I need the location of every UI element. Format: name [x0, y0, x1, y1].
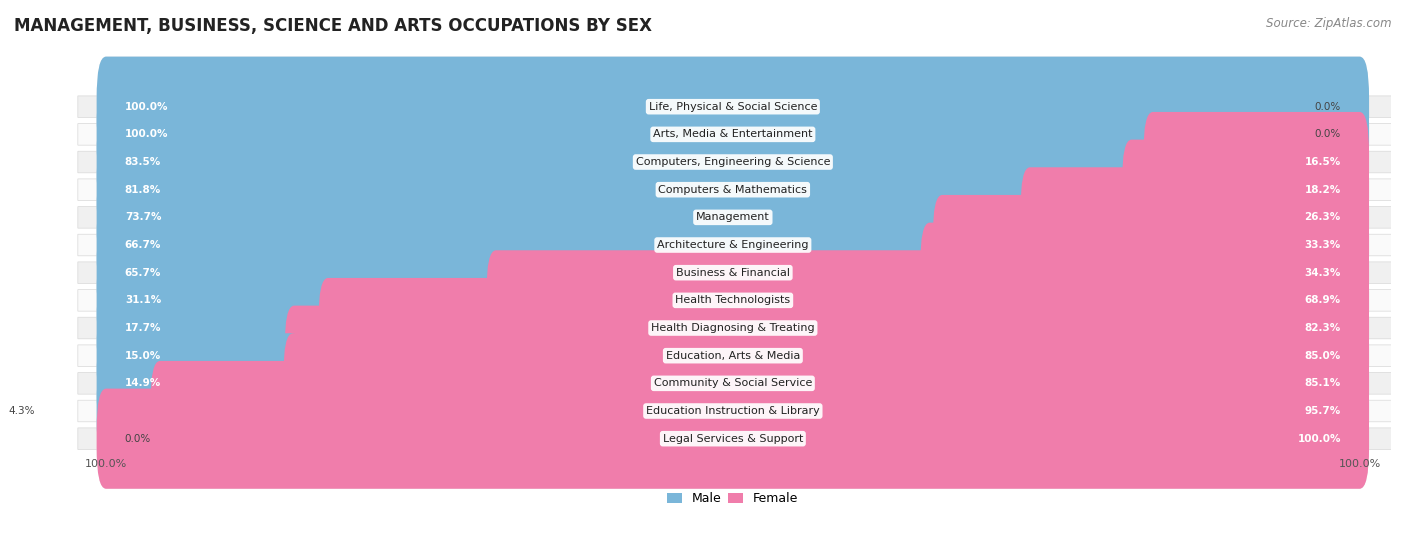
- FancyBboxPatch shape: [284, 333, 1369, 433]
- FancyBboxPatch shape: [97, 140, 1140, 240]
- Text: 26.3%: 26.3%: [1305, 212, 1341, 222]
- Text: 65.7%: 65.7%: [125, 268, 162, 278]
- FancyBboxPatch shape: [1021, 167, 1369, 267]
- FancyBboxPatch shape: [1122, 140, 1369, 240]
- Text: Health Technologists: Health Technologists: [675, 295, 790, 305]
- Text: Arts, Media & Entertainment: Arts, Media & Entertainment: [654, 129, 813, 139]
- FancyBboxPatch shape: [77, 290, 1406, 311]
- FancyBboxPatch shape: [97, 278, 337, 378]
- FancyBboxPatch shape: [97, 278, 1369, 378]
- FancyBboxPatch shape: [97, 250, 1369, 350]
- Text: Computers & Mathematics: Computers & Mathematics: [658, 184, 807, 195]
- Text: Community & Social Service: Community & Social Service: [654, 378, 813, 389]
- Text: 100.0%: 100.0%: [125, 129, 169, 139]
- Text: 18.2%: 18.2%: [1305, 184, 1341, 195]
- FancyBboxPatch shape: [97, 306, 304, 406]
- FancyBboxPatch shape: [150, 361, 1369, 461]
- Text: MANAGEMENT, BUSINESS, SCIENCE AND ARTS OCCUPATIONS BY SEX: MANAGEMENT, BUSINESS, SCIENCE AND ARTS O…: [14, 17, 652, 35]
- FancyBboxPatch shape: [77, 262, 1406, 283]
- FancyBboxPatch shape: [97, 56, 1369, 157]
- FancyBboxPatch shape: [77, 345, 1406, 367]
- FancyBboxPatch shape: [77, 151, 1406, 173]
- Text: 85.0%: 85.0%: [1305, 350, 1341, 361]
- Text: 73.7%: 73.7%: [125, 212, 162, 222]
- Text: 0.0%: 0.0%: [1315, 129, 1341, 139]
- FancyBboxPatch shape: [97, 195, 1369, 295]
- FancyBboxPatch shape: [921, 222, 1369, 323]
- FancyBboxPatch shape: [284, 306, 1369, 406]
- FancyBboxPatch shape: [97, 195, 952, 295]
- FancyBboxPatch shape: [97, 389, 1369, 489]
- Text: Health Diagnosing & Treating: Health Diagnosing & Treating: [651, 323, 814, 333]
- Text: Life, Physical & Social Science: Life, Physical & Social Science: [648, 102, 817, 112]
- FancyBboxPatch shape: [77, 234, 1406, 256]
- Text: Education, Arts & Media: Education, Arts & Media: [665, 350, 800, 361]
- Text: 81.8%: 81.8%: [125, 184, 162, 195]
- FancyBboxPatch shape: [97, 56, 1369, 157]
- FancyBboxPatch shape: [77, 400, 1406, 422]
- Text: 100.0%: 100.0%: [125, 102, 169, 112]
- FancyBboxPatch shape: [486, 250, 1369, 350]
- FancyBboxPatch shape: [97, 167, 1369, 267]
- Text: 85.1%: 85.1%: [1305, 378, 1341, 389]
- Text: 16.5%: 16.5%: [1305, 157, 1341, 167]
- FancyBboxPatch shape: [1143, 112, 1369, 212]
- FancyBboxPatch shape: [97, 167, 1039, 267]
- FancyBboxPatch shape: [97, 361, 1369, 461]
- Text: 14.9%: 14.9%: [125, 378, 162, 389]
- Text: 17.7%: 17.7%: [125, 323, 162, 333]
- FancyBboxPatch shape: [77, 124, 1406, 145]
- Text: Education Instruction & Library: Education Instruction & Library: [645, 406, 820, 416]
- Text: 0.0%: 0.0%: [125, 434, 150, 444]
- Legend: Male, Female: Male, Female: [662, 487, 804, 510]
- FancyBboxPatch shape: [97, 140, 1369, 240]
- FancyBboxPatch shape: [97, 112, 1369, 212]
- Text: Legal Services & Support: Legal Services & Support: [662, 434, 803, 444]
- Text: 82.3%: 82.3%: [1305, 323, 1341, 333]
- FancyBboxPatch shape: [97, 361, 169, 461]
- FancyBboxPatch shape: [77, 428, 1406, 449]
- Text: 83.5%: 83.5%: [125, 157, 162, 167]
- Text: Source: ZipAtlas.com: Source: ZipAtlas.com: [1267, 17, 1392, 30]
- Text: Management: Management: [696, 212, 769, 222]
- Text: 15.0%: 15.0%: [125, 350, 162, 361]
- FancyBboxPatch shape: [97, 389, 1369, 489]
- FancyBboxPatch shape: [77, 317, 1406, 339]
- FancyBboxPatch shape: [77, 372, 1406, 394]
- Text: 100.0%: 100.0%: [84, 458, 127, 468]
- FancyBboxPatch shape: [77, 179, 1406, 201]
- Text: 0.0%: 0.0%: [1315, 102, 1341, 112]
- FancyBboxPatch shape: [319, 278, 1369, 378]
- Text: Computers, Engineering & Science: Computers, Engineering & Science: [636, 157, 830, 167]
- Text: Architecture & Engineering: Architecture & Engineering: [657, 240, 808, 250]
- FancyBboxPatch shape: [97, 333, 1369, 433]
- Text: 34.3%: 34.3%: [1305, 268, 1341, 278]
- Text: 4.3%: 4.3%: [8, 406, 35, 416]
- FancyBboxPatch shape: [932, 195, 1369, 295]
- FancyBboxPatch shape: [97, 84, 1369, 184]
- Text: 95.7%: 95.7%: [1305, 406, 1341, 416]
- FancyBboxPatch shape: [77, 96, 1406, 117]
- Text: Business & Financial: Business & Financial: [676, 268, 790, 278]
- Text: 66.7%: 66.7%: [125, 240, 162, 250]
- Text: 31.1%: 31.1%: [125, 295, 162, 305]
- FancyBboxPatch shape: [77, 207, 1406, 228]
- FancyBboxPatch shape: [97, 222, 1369, 323]
- Text: 33.3%: 33.3%: [1305, 240, 1341, 250]
- Text: 68.9%: 68.9%: [1305, 295, 1341, 305]
- Text: 100.0%: 100.0%: [1339, 458, 1381, 468]
- FancyBboxPatch shape: [97, 222, 939, 323]
- Text: 100.0%: 100.0%: [1298, 434, 1341, 444]
- FancyBboxPatch shape: [97, 333, 302, 433]
- FancyBboxPatch shape: [97, 250, 505, 350]
- FancyBboxPatch shape: [97, 306, 1369, 406]
- FancyBboxPatch shape: [97, 112, 1163, 212]
- FancyBboxPatch shape: [97, 84, 1369, 184]
